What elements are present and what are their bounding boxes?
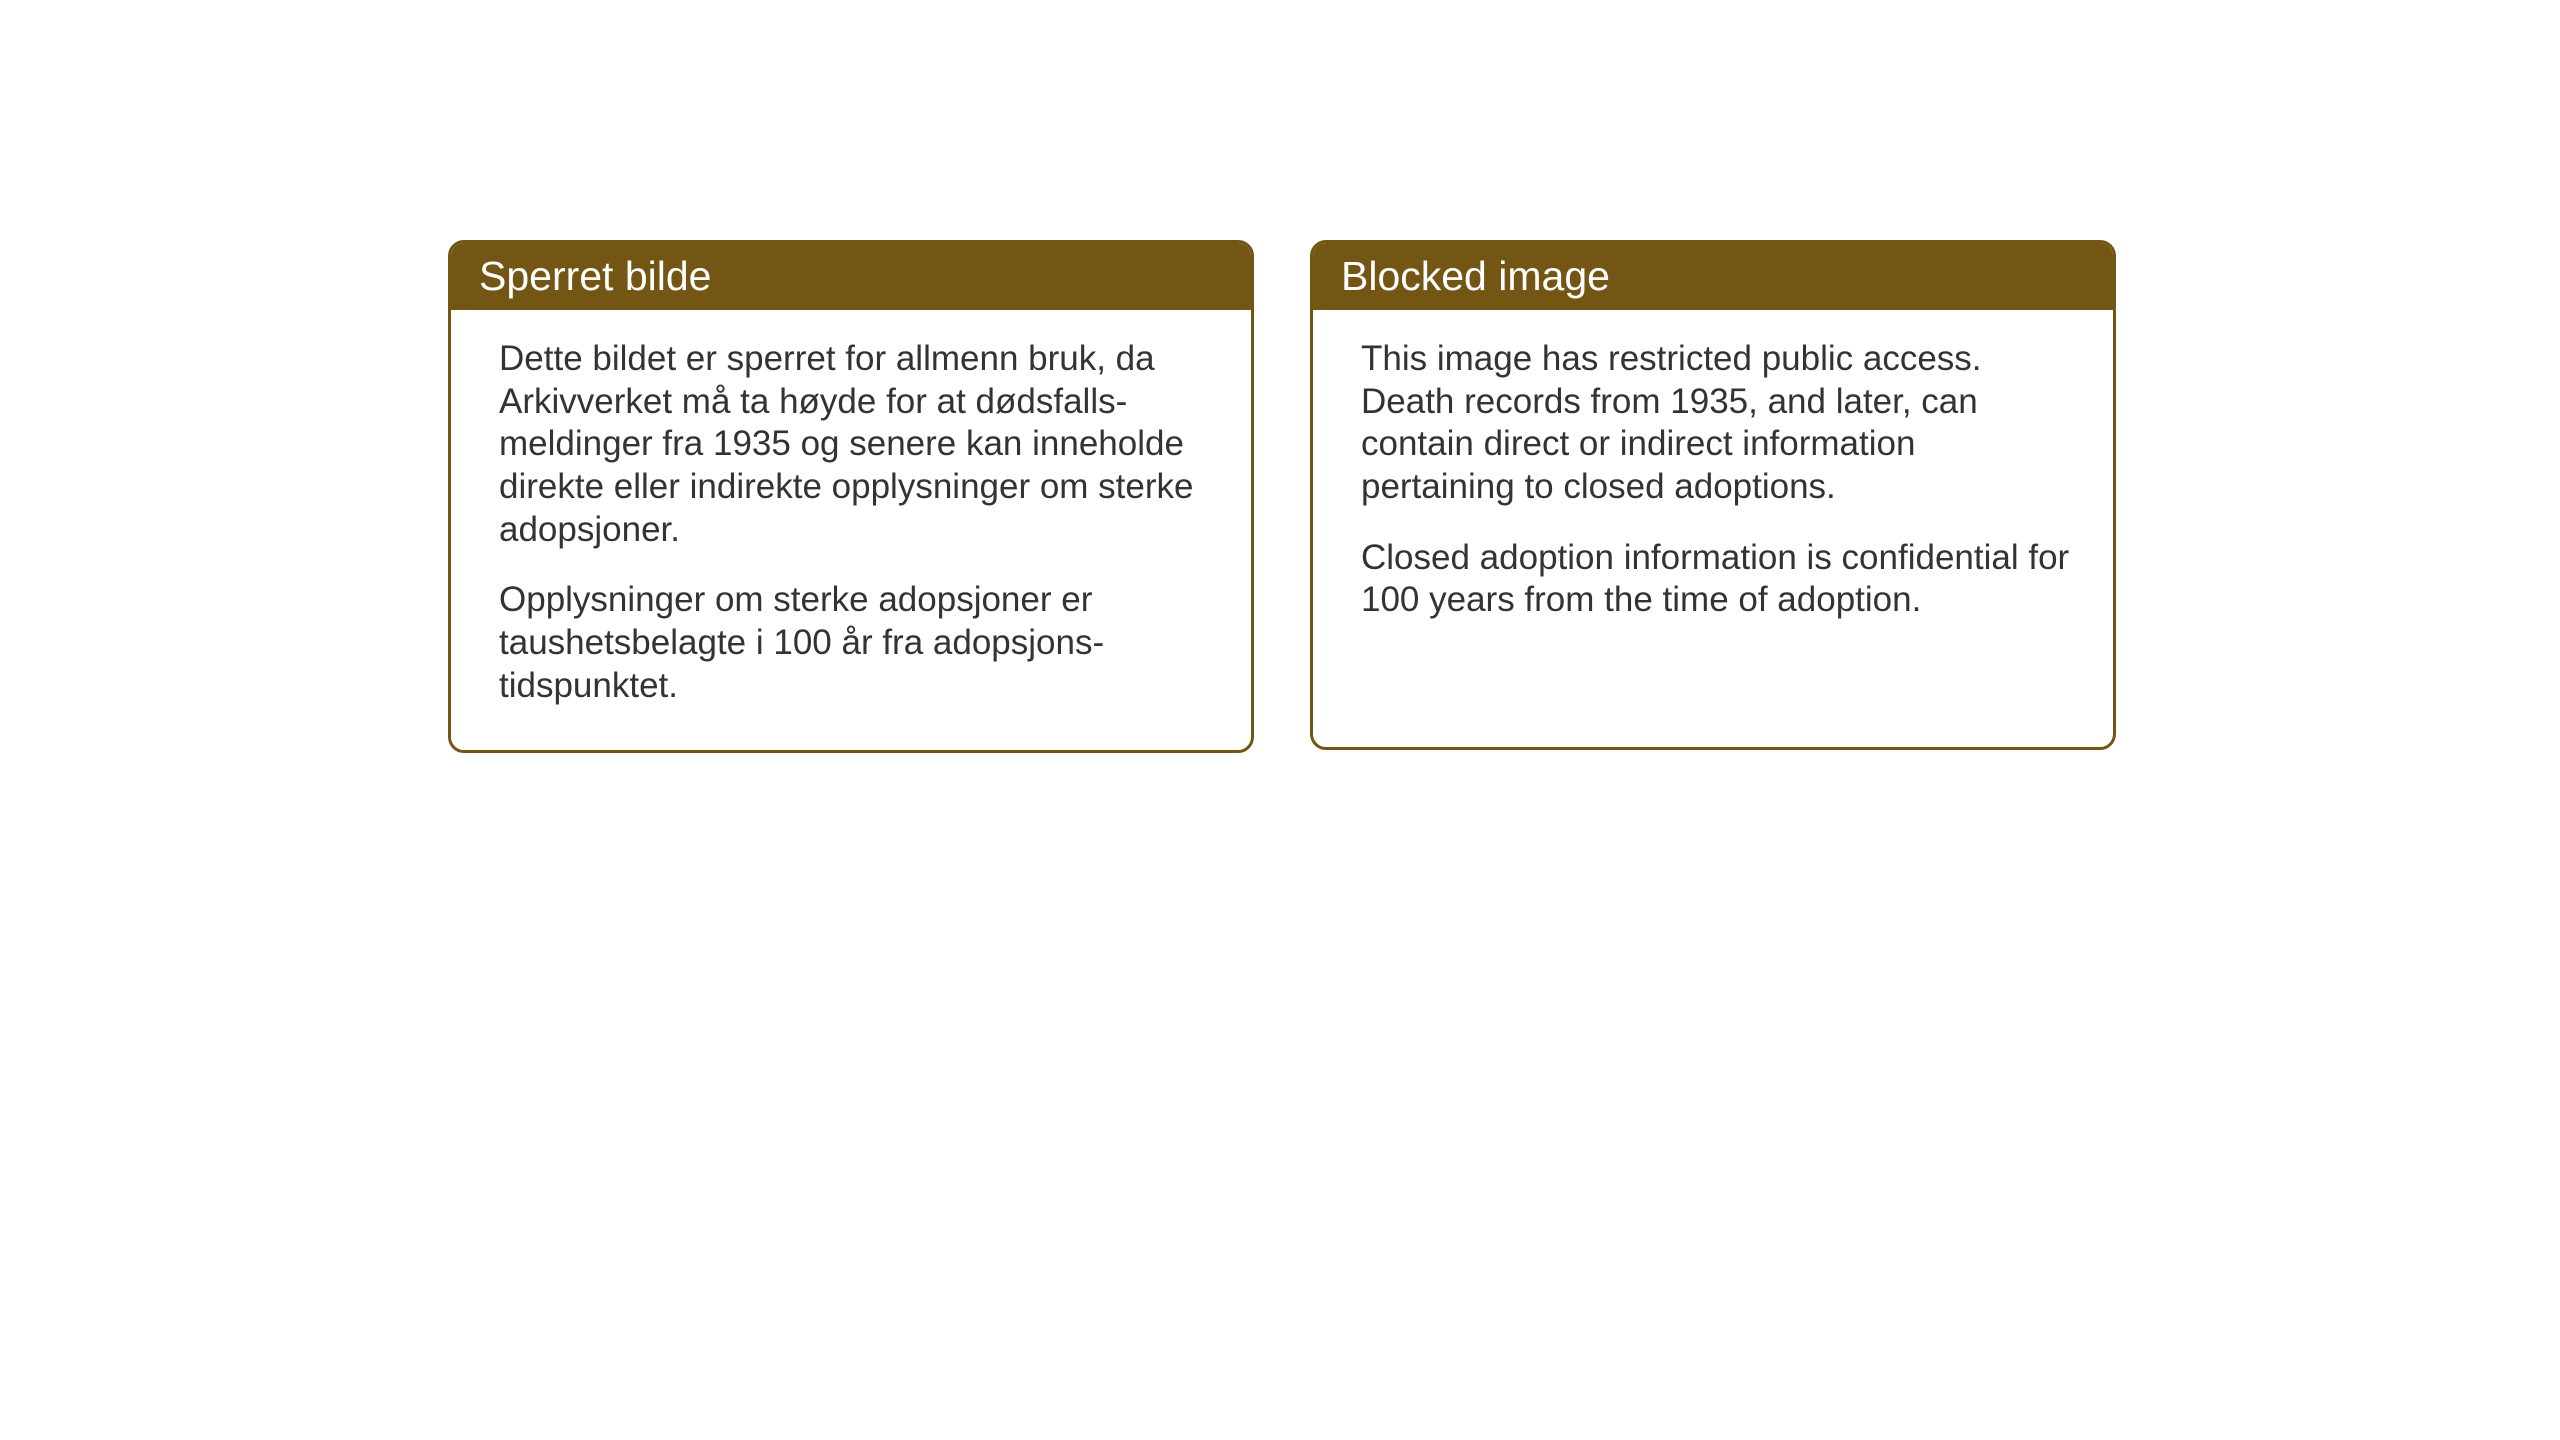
notice-paragraph-1-norwegian: Dette bildet er sperret for allmenn bruk… (499, 338, 1209, 551)
notice-container: Sperret bilde Dette bildet er sperret fo… (448, 240, 2116, 753)
notice-box-norwegian: Sperret bilde Dette bildet er sperret fo… (448, 240, 1254, 753)
notice-header-norwegian: Sperret bilde (451, 243, 1251, 310)
notice-paragraph-2-norwegian: Opplysninger om sterke adopsjoner er tau… (499, 579, 1209, 707)
notice-header-english: Blocked image (1313, 243, 2113, 310)
notice-paragraph-2-english: Closed adoption information is confident… (1361, 537, 2071, 622)
notice-box-english: Blocked image This image has restricted … (1310, 240, 2116, 750)
notice-body-norwegian: Dette bildet er sperret for allmenn bruk… (451, 310, 1251, 750)
notice-paragraph-1-english: This image has restricted public access.… (1361, 338, 2071, 509)
notice-body-english: This image has restricted public access.… (1313, 310, 2113, 664)
